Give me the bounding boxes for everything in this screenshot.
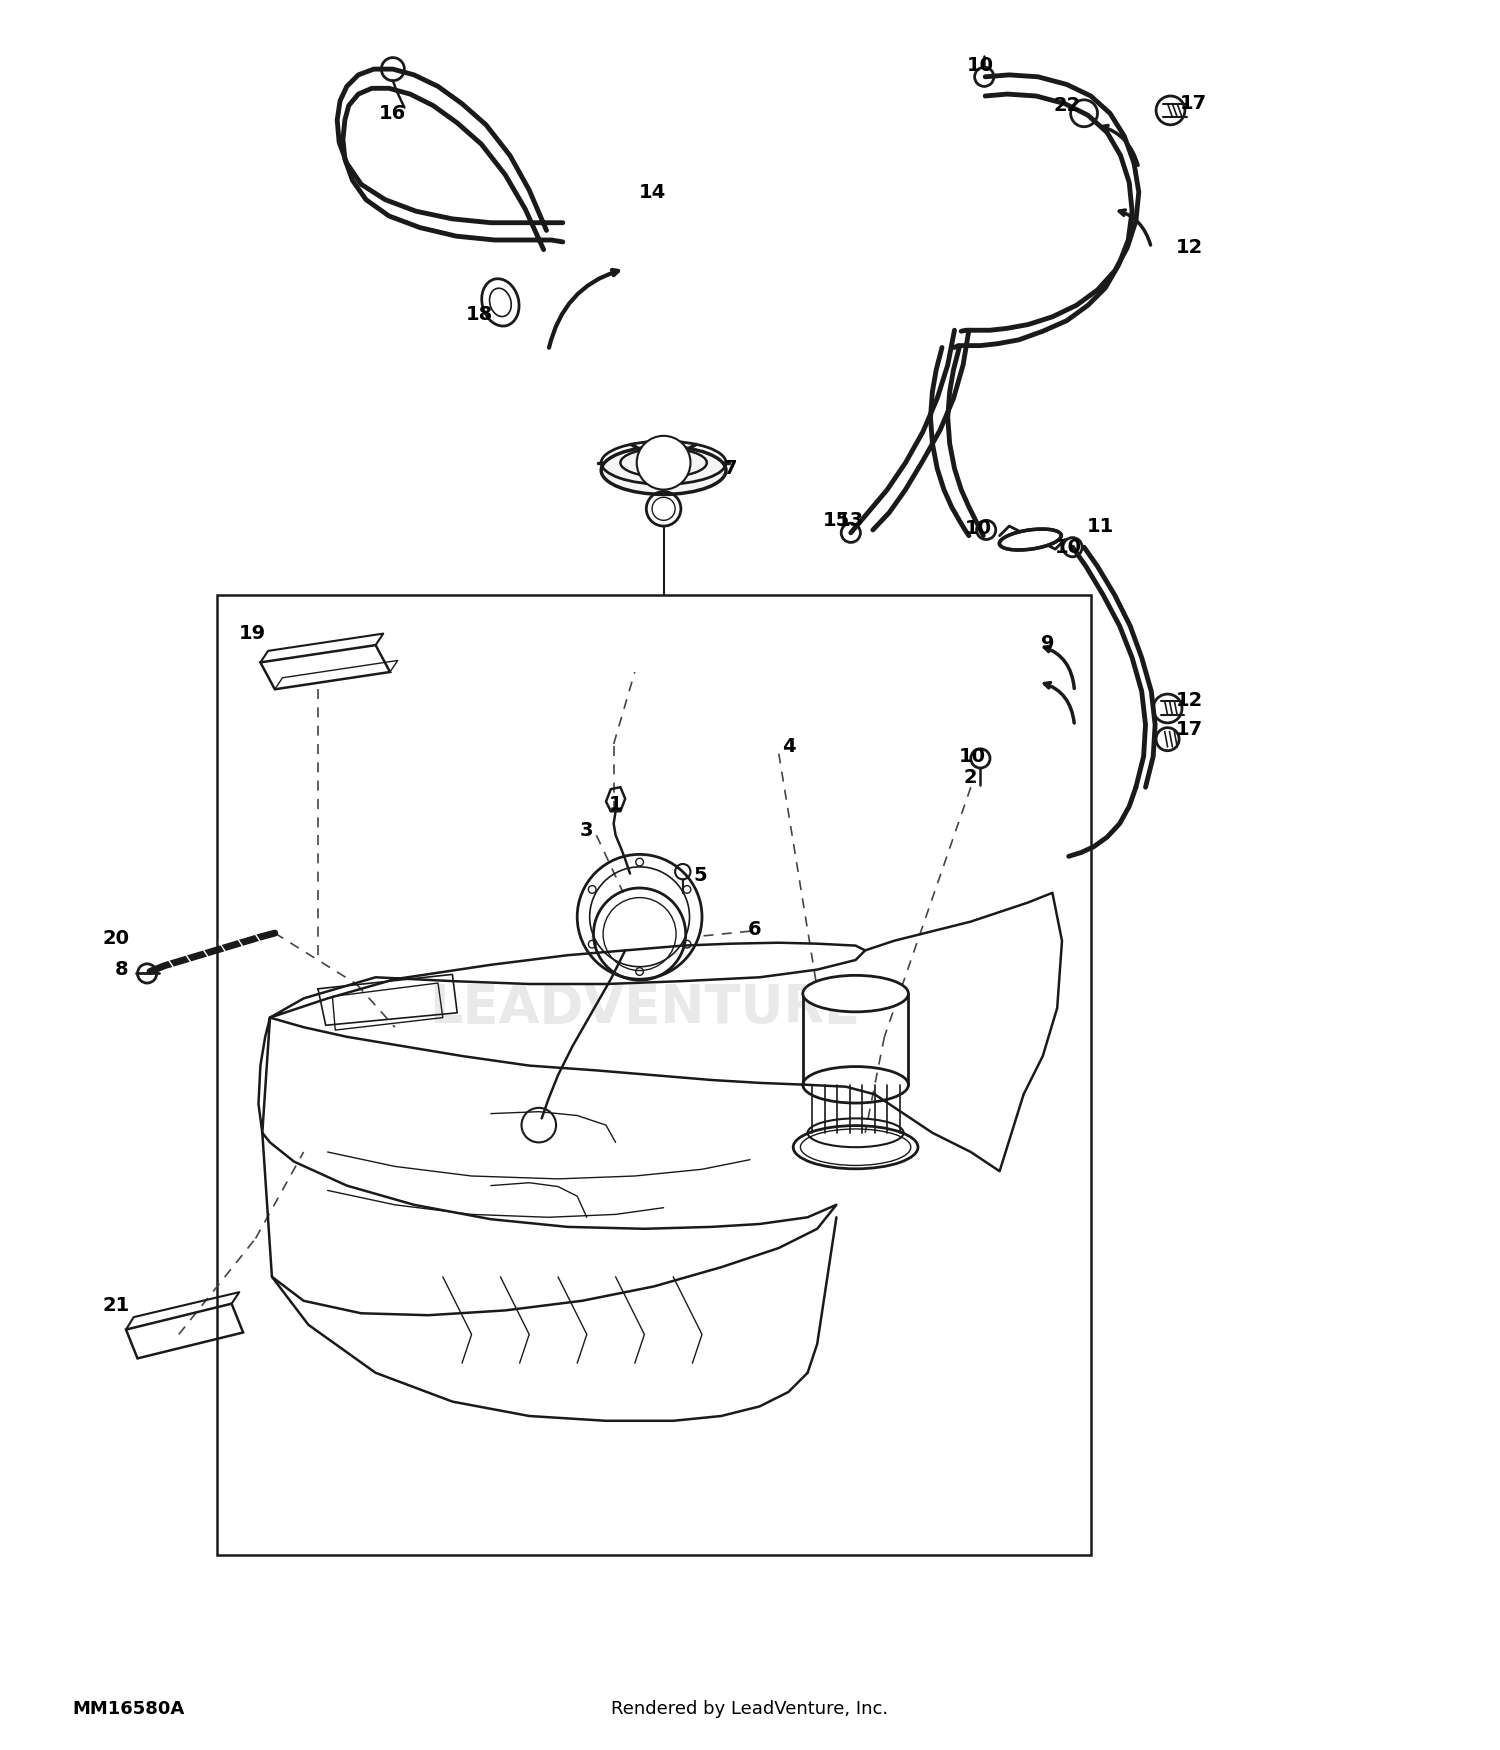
Text: 10: 10 [964, 518, 992, 537]
Text: 6: 6 [748, 920, 762, 938]
Text: MM16580A: MM16580A [72, 1701, 184, 1718]
Text: 11: 11 [1088, 516, 1114, 536]
Text: 1: 1 [609, 794, 622, 814]
Ellipse shape [602, 446, 726, 495]
Text: 5: 5 [693, 866, 706, 886]
Text: 19: 19 [238, 625, 267, 642]
Bar [217, 595, 1090, 1556]
Text: 12: 12 [1176, 238, 1203, 257]
Text: 17: 17 [1176, 719, 1203, 738]
Text: LEADVENTURE: LEADVENTURE [429, 982, 859, 1034]
Text: 17: 17 [1180, 94, 1208, 114]
Ellipse shape [802, 975, 909, 1012]
Ellipse shape [999, 528, 1060, 550]
Text: 12: 12 [1176, 691, 1203, 710]
Text: 16: 16 [380, 103, 406, 123]
Text: 7: 7 [724, 458, 738, 478]
Text: 2: 2 [964, 768, 978, 788]
Text: 4: 4 [782, 737, 795, 756]
Text: 13: 13 [837, 511, 864, 530]
Text: 3: 3 [580, 821, 594, 840]
Text: 9: 9 [1041, 634, 1054, 653]
Text: 22: 22 [1053, 96, 1080, 116]
Text: 10: 10 [968, 56, 994, 75]
Text: 8: 8 [114, 961, 128, 978]
Text: 15: 15 [824, 511, 850, 530]
Ellipse shape [621, 448, 706, 478]
Text: Rendered by LeadVenture, Inc.: Rendered by LeadVenture, Inc. [612, 1701, 888, 1718]
Text: 10: 10 [958, 747, 986, 766]
Text: 20: 20 [104, 929, 130, 948]
Circle shape [636, 436, 690, 490]
Text: 21: 21 [104, 1297, 130, 1314]
Text: 14: 14 [639, 182, 666, 201]
Text: 10: 10 [1054, 537, 1082, 556]
Text: 18: 18 [465, 306, 494, 324]
